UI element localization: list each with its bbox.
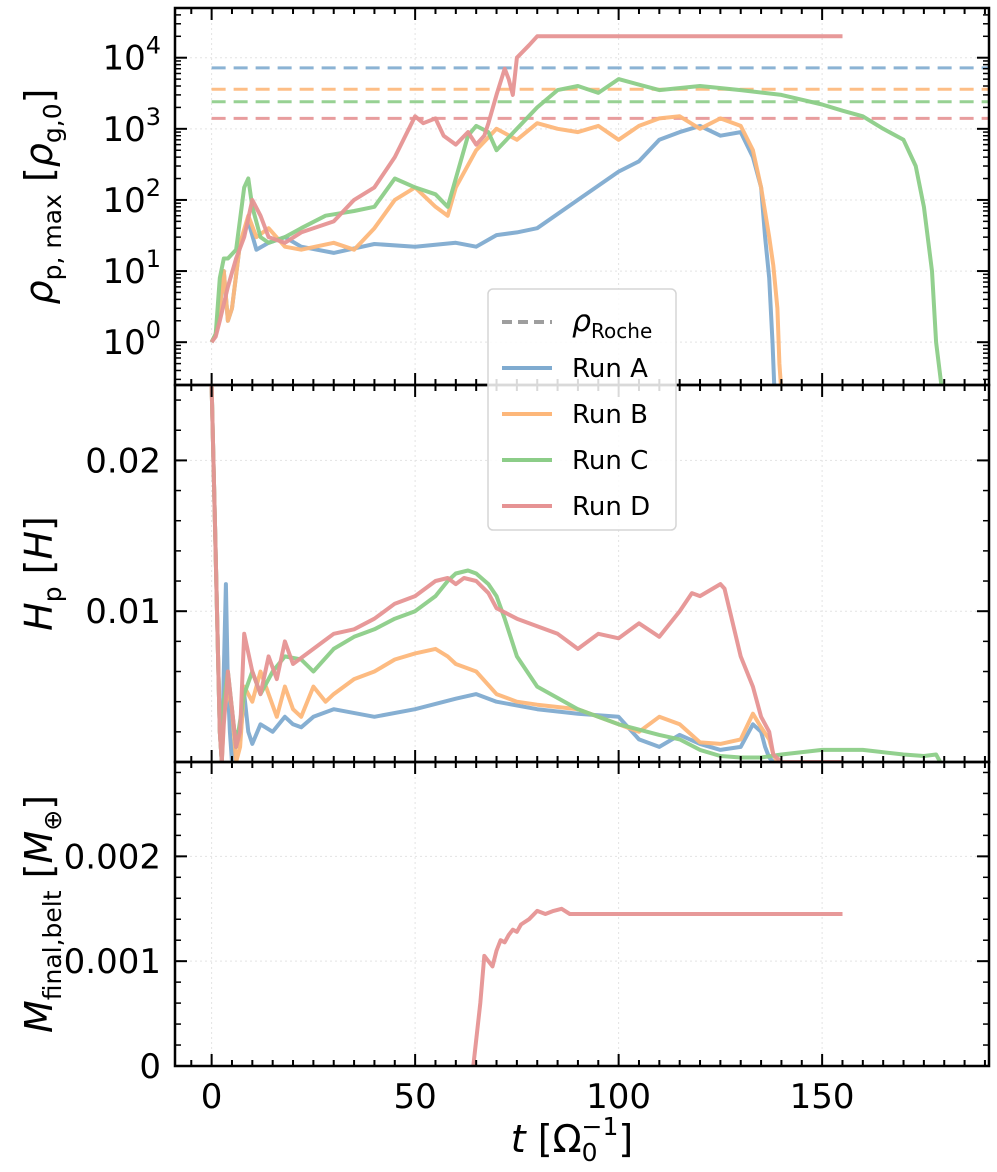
x-tick-label: 150 <box>790 1077 855 1117</box>
series-line-run-c <box>209 77 944 385</box>
legend-label: Run D <box>572 492 650 522</box>
y-tick-label: 101 <box>102 245 161 292</box>
y-tick-label: 104 <box>102 32 161 79</box>
panel-bottom: 0 0.001 0.002 0 50 100 150 Mfinal,belt [M⊕] t [Ω… <box>17 760 991 1167</box>
legend-label: Run A <box>572 354 648 384</box>
x-tick-label: 0 <box>201 1077 223 1117</box>
legend-label: Run B <box>572 400 648 430</box>
panel-top: 100 101 102 103 104 ρp, max [ρg,0] <box>17 6 991 387</box>
legend: ρRoche Run A Run B Run C Run D <box>487 288 677 531</box>
y-tick-label: 102 <box>102 174 161 221</box>
legend-label: Run C <box>572 446 648 476</box>
series-line-run-d <box>209 385 843 762</box>
y-tick-label: 0.01 <box>85 592 161 632</box>
y-axis-label: ρp, max [ρg,0] <box>17 89 67 305</box>
legend-label: ρRoche <box>572 304 652 343</box>
y-axis-label: Hp [H] <box>17 516 67 631</box>
x-tick-label: 100 <box>586 1077 651 1117</box>
x-tick-label: 50 <box>393 1077 436 1117</box>
series-line-run-d <box>209 34 843 344</box>
y-tick-label: 0 <box>139 1047 161 1087</box>
x-axis-label: t [Ω0−1] <box>511 1112 633 1167</box>
y-tick-label: 100 <box>102 316 161 363</box>
y-tick-label: 0.001 <box>64 942 161 982</box>
y-axis-label: Mfinal,belt [M⊕] <box>17 795 67 1033</box>
y-tick-label: 0.02 <box>85 441 161 481</box>
y-tick-label: 103 <box>102 103 161 150</box>
y-tick-label: 0.002 <box>64 837 161 877</box>
series-line-run-a <box>209 385 775 762</box>
axes-frame <box>173 760 991 1068</box>
legend-box <box>487 288 677 531</box>
series-line-run-d <box>471 906 843 1066</box>
